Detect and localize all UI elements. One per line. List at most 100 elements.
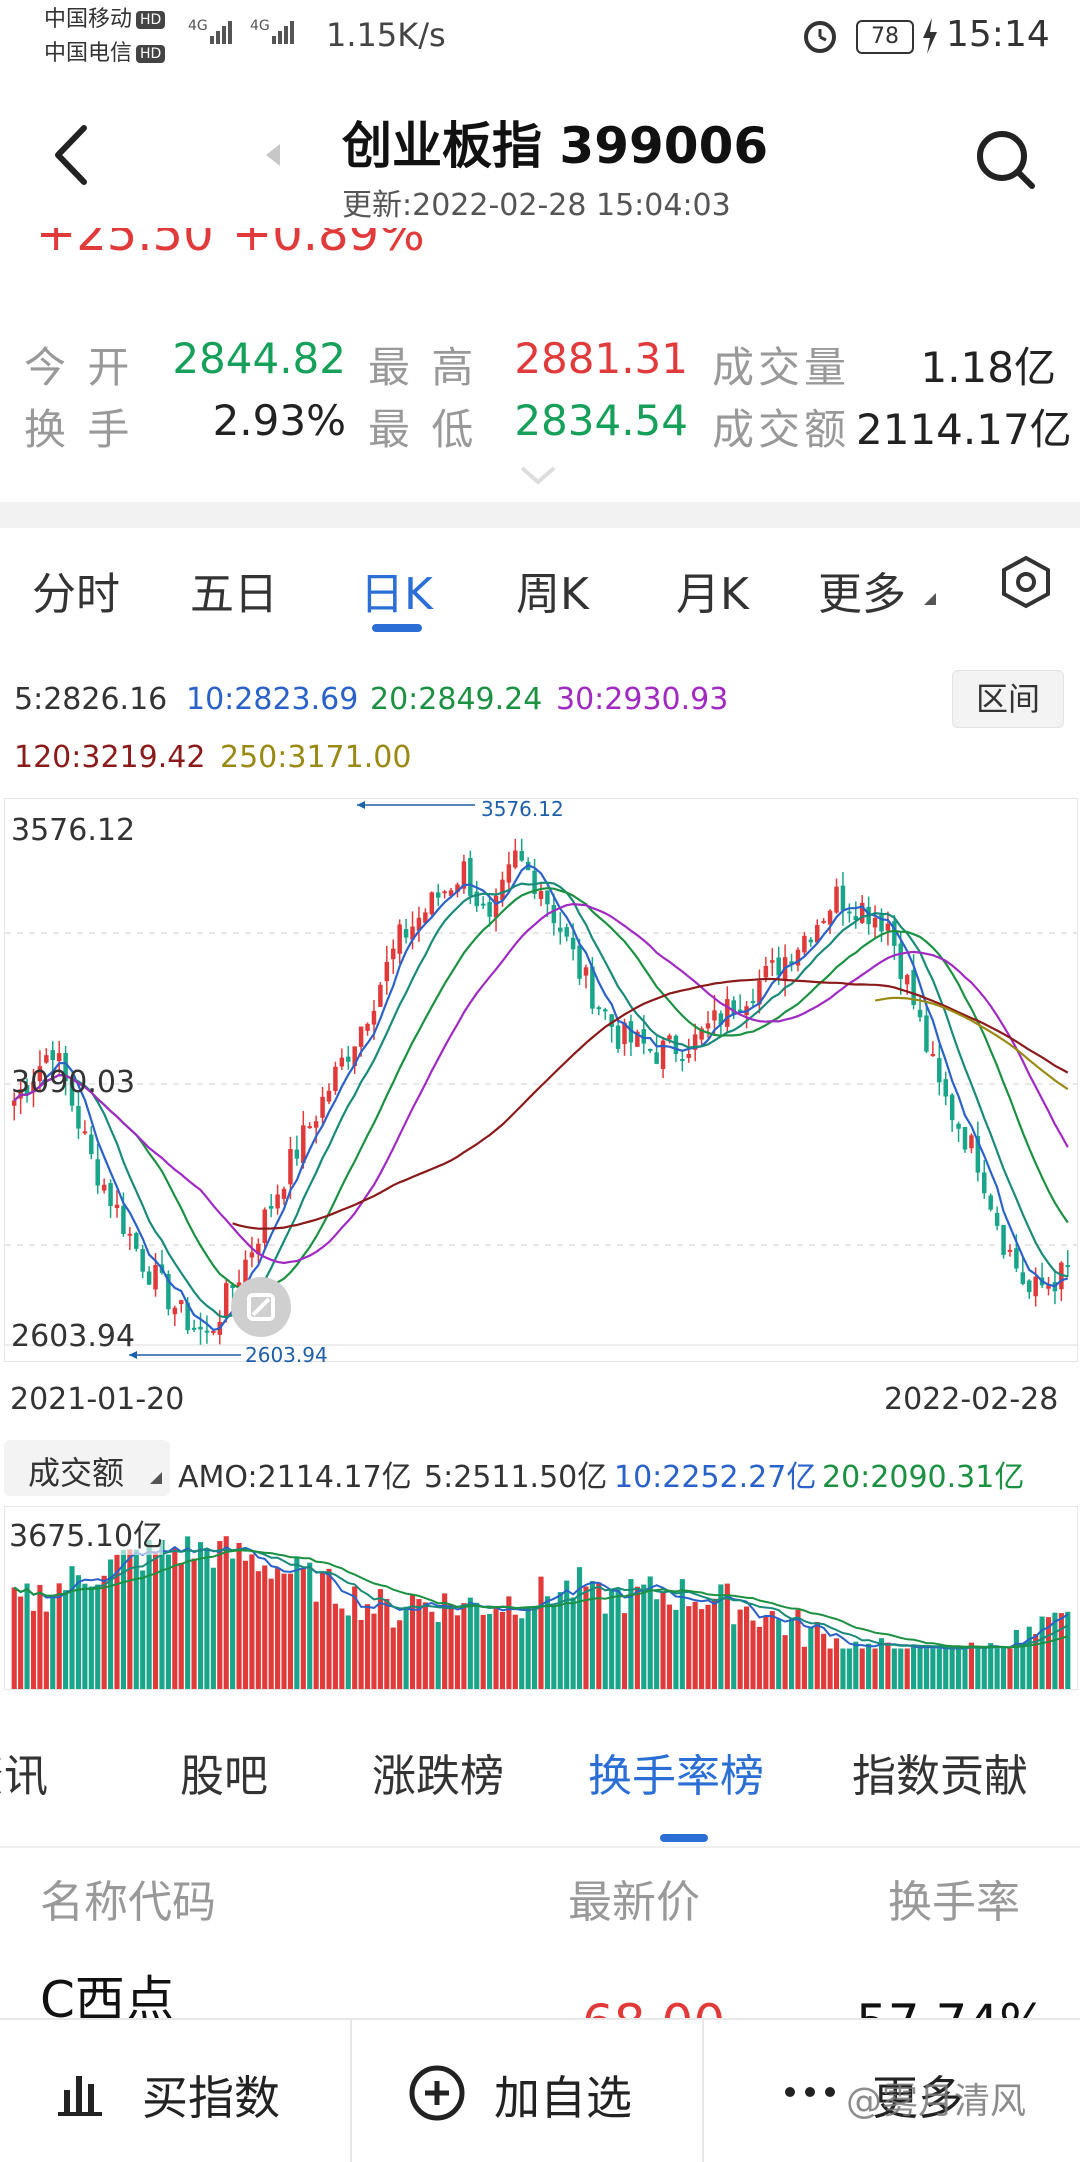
update-time: 更新:2022-02-28 15:04:03 [342,188,731,223]
col-name-code[interactable]: 名称代码 [40,1877,216,1928]
sub-tab-news[interactable]: 资讯 [0,1751,48,1802]
sub-tab-forum[interactable]: 股吧 [180,1751,268,1802]
volume-bar [756,1626,762,1689]
buy-index-button[interactable]: 买指数 [56,2062,336,2125]
volume-bar [185,1536,191,1689]
volume-bar [307,1562,313,1689]
candle-body [808,939,814,943]
candle-body [1065,1265,1071,1268]
status-bar: 中国移动 HD 中国电信 HD 4G 4G 1.15K/s 78 15:14 [0,0,1080,72]
sub-tab-index-contribution[interactable]: 指数贡献 [852,1751,1028,1802]
volume-selector[interactable]: 成交额 [4,1440,170,1496]
volume-bar [223,1536,229,1689]
candle-body [146,1271,152,1285]
volume-bar [814,1621,820,1689]
settings-button[interactable] [998,554,1054,614]
candle-body [474,891,480,907]
ma30-value: 30:2930.93 [556,682,729,717]
low-label: 最 低 [368,405,478,454]
ma10-line [13,881,1069,1319]
candle-body [487,901,492,917]
tab-more-label: 更多 [818,569,906,620]
candle-body [924,1015,929,1052]
range-button[interactable]: 区间 [952,670,1064,728]
volume-bar [923,1648,930,1689]
tab-monthly-k[interactable]: 月K [676,569,749,620]
volume-bar [1013,1629,1019,1689]
volume-bar [358,1619,364,1689]
candle-body [564,927,569,937]
candle-body [172,1307,178,1315]
watermark: @雾月清风 [846,2081,1027,2122]
candle-body [898,943,904,980]
volume-bar [641,1584,647,1689]
candle-body [821,920,826,923]
y-mid-label: 3090.03 [11,1065,136,1100]
table-row[interactable]: C西点 68.00 57.74% [0,1950,1080,2020]
candle-body [256,1243,261,1255]
candle-body [121,1205,126,1234]
section-divider [0,502,1080,528]
tab-more[interactable]: 更多 [818,558,940,622]
battery-icon: 78 [856,20,914,54]
volume-bar [442,1593,448,1689]
volume-bar [159,1540,165,1689]
volume-bar [956,1648,962,1689]
candle-body [416,917,422,931]
volume-bar [352,1586,358,1689]
ma20-value: 20:2849.24 [370,682,543,717]
volume-bar [589,1581,595,1689]
candle-body [134,1233,139,1249]
sub-tab-gainers[interactable]: 涨跌榜 [372,1751,504,1802]
candle-body [776,957,781,976]
candle-body [590,966,595,1009]
volume-bar [917,1646,923,1689]
volume-bar [429,1611,435,1689]
candle-body [384,961,390,982]
candle-body [301,1125,306,1164]
volume-bar [699,1609,705,1689]
candle-body [24,1085,30,1095]
candle-body [307,1126,312,1129]
volume-bar [692,1601,698,1689]
candle-body [770,960,775,963]
back-button[interactable] [40,120,100,190]
candle-body [31,1081,36,1093]
volume-bar [95,1584,101,1689]
candle-body [545,890,550,905]
candle-body [108,1183,113,1206]
volume-bar [416,1599,422,1689]
volume-chart[interactable]: 3675.10亿 [4,1506,1078,1690]
search-button[interactable] [972,126,1038,192]
candle-body [44,1055,49,1063]
tab-intraday[interactable]: 分时 [32,569,120,620]
prev-stock-arrow-icon[interactable] [262,140,286,174]
candle-body [153,1264,158,1290]
expand-chevron-icon[interactable] [518,464,558,492]
chart-tool-button[interactable] [231,1277,291,1337]
candle-body [686,1053,692,1058]
candle-body [750,1001,756,1004]
tab-five-day[interactable]: 五日 [190,569,278,620]
sub-tab-turnover-rank[interactable]: 换手率榜 [588,1751,764,1802]
volume-bar [172,1548,178,1689]
candle-body [191,1327,197,1330]
tab-weekly-k[interactable]: 周K [516,569,589,620]
volume-bar [808,1627,814,1689]
add-watchlist-button[interactable]: 加自选 [408,2062,688,2125]
candle-body [358,1026,364,1047]
tab-daily-k[interactable]: 日K [360,569,433,620]
col-latest-price[interactable]: 最新价 [568,1877,700,1928]
kline-chart[interactable]: 3576.12 3090.03 2603.94 3576.12 2603.94 [4,797,1078,1367]
volume-bar [454,1615,461,1689]
volume-bar [609,1588,615,1689]
volume-bar [108,1559,114,1689]
candle-body [975,1136,981,1173]
col-turnover-rate[interactable]: 换手率 [888,1877,1020,1928]
candle-body [879,913,884,932]
candle-body [519,851,524,861]
candle-body [435,892,441,898]
more-button[interactable]: 更多 [782,2062,1072,2125]
candle-body [223,1283,229,1317]
volume-bar [538,1576,544,1689]
